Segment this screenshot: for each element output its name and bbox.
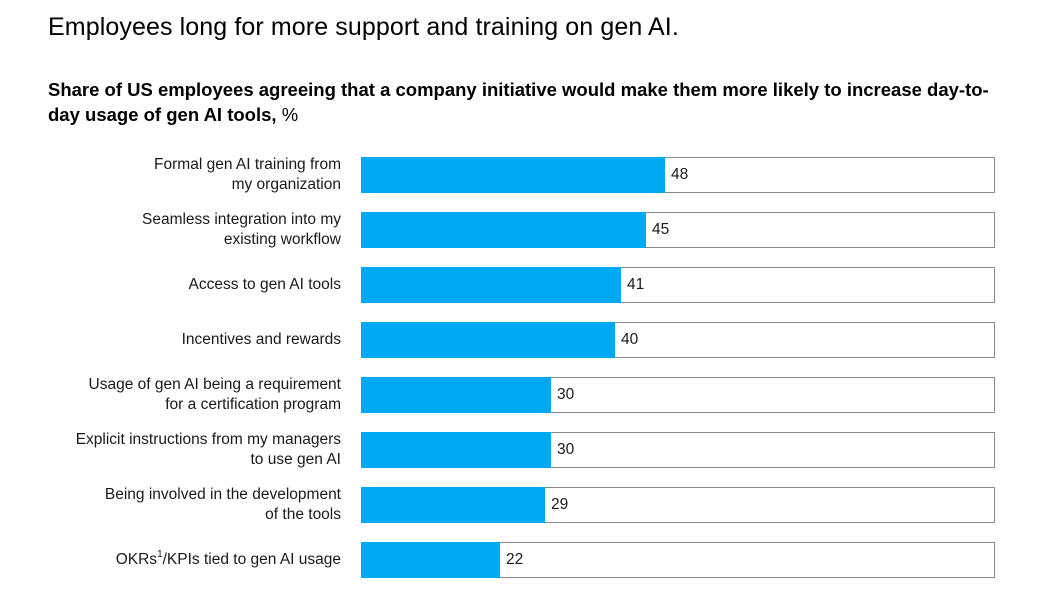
category-label-line: to use gen AI bbox=[250, 451, 342, 468]
chart-subtitle-text: Share of US employees agreeing that a co… bbox=[48, 79, 989, 125]
category-label-line: Being involved in the development bbox=[104, 486, 341, 503]
bar bbox=[361, 322, 615, 358]
category-label: Usage of gen AI being a requirement for a… bbox=[21, 375, 341, 415]
bar bbox=[361, 267, 621, 303]
category-label: Explicit instructions from my managers to… bbox=[21, 430, 341, 470]
category-label-line: of the tools bbox=[265, 506, 341, 523]
value-label: 41 bbox=[627, 276, 645, 293]
category-label: Seamless integration into my existing wor… bbox=[21, 210, 341, 250]
category-label: Being involved in the development of the … bbox=[21, 485, 341, 525]
page-title: Employees long for more support and trai… bbox=[48, 13, 679, 41]
value-label: 48 bbox=[671, 166, 689, 183]
bar bbox=[361, 157, 665, 193]
category-label-line: Usage of gen AI being a requirement bbox=[88, 376, 341, 393]
bar bbox=[361, 542, 500, 578]
chart-row: OKRs1/KPIs tied to gen AI usage 22 bbox=[0, 542, 1045, 578]
category-label-line: Explicit instructions from my managers bbox=[75, 431, 341, 448]
value-label: 29 bbox=[551, 496, 569, 513]
category-label: Formal gen AI training from my organizati… bbox=[21, 155, 341, 195]
chart-row: Explicit instructions from my managers to… bbox=[0, 430, 1045, 470]
chart-row: Access to gen AI tools 41 bbox=[0, 267, 1045, 303]
category-label: Incentives and rewards bbox=[21, 330, 341, 350]
chart-row: Incentives and rewards 40 bbox=[0, 322, 1045, 358]
category-label-line: Access to gen AI tools bbox=[188, 276, 341, 293]
chart-row: Being involved in the development of the … bbox=[0, 485, 1045, 525]
category-label-line: my organization bbox=[231, 176, 341, 193]
category-label-line: for a certification program bbox=[165, 396, 341, 413]
value-label: 22 bbox=[506, 551, 524, 568]
category-label-line: Incentives and rewards bbox=[181, 331, 341, 348]
category-label-line: OKRs1/KPIs tied to gen AI usage bbox=[115, 548, 341, 568]
chart-subtitle: Share of US employees agreeing that a co… bbox=[48, 77, 1008, 127]
bar bbox=[361, 212, 646, 248]
chart-unit: % bbox=[281, 104, 299, 125]
value-label: 30 bbox=[557, 441, 575, 458]
chart-row: Seamless integration into my existing wor… bbox=[0, 210, 1045, 250]
bar bbox=[361, 377, 551, 413]
value-label: 40 bbox=[621, 331, 639, 348]
bar bbox=[361, 487, 545, 523]
chart-row: Formal gen AI training from my organizati… bbox=[0, 155, 1045, 195]
chart-row: Usage of gen AI being a requirement for a… bbox=[0, 375, 1045, 415]
category-label-line: Formal gen AI training from bbox=[154, 156, 341, 173]
value-label: 45 bbox=[652, 221, 670, 238]
category-label-line: existing workflow bbox=[223, 231, 341, 248]
bar bbox=[361, 432, 551, 468]
value-label: 30 bbox=[557, 386, 575, 403]
category-label: OKRs1/KPIs tied to gen AI usage bbox=[21, 548, 341, 570]
category-label-line: Seamless integration into my bbox=[141, 211, 341, 228]
category-label: Access to gen AI tools bbox=[21, 275, 341, 295]
